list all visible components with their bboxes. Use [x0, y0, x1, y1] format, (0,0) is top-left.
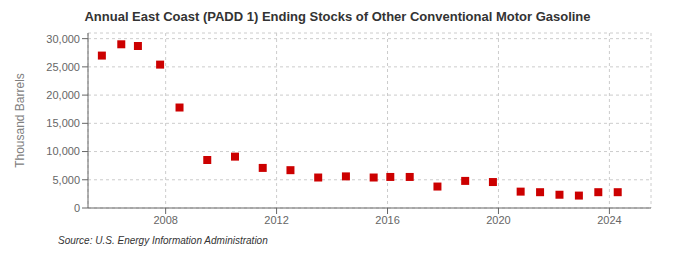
svg-text:Thousand Barrels: Thousand Barrels — [13, 73, 27, 168]
svg-text:10,000: 10,000 — [46, 145, 80, 157]
html-text:Annual East Coast (PADD 1) End: Annual East Coast (PADD 1) Ending Stocks… — [84, 9, 591, 24]
svg-text:2008: 2008 — [153, 214, 177, 226]
svg-text:2024: 2024 — [597, 214, 621, 226]
svg-text:2012: 2012 — [264, 214, 288, 226]
svg-text:30,000: 30,000 — [46, 33, 80, 45]
svg-text:0: 0 — [74, 202, 80, 214]
svg-text:25,000: 25,000 — [46, 61, 80, 73]
svg-text:5,000: 5,000 — [52, 174, 80, 186]
svg-text:15,000: 15,000 — [46, 117, 80, 129]
svg-text:2020: 2020 — [486, 214, 510, 226]
svg-text:20,000: 20,000 — [46, 89, 80, 101]
svg-text:2016: 2016 — [375, 214, 399, 226]
html-text:Source: U.S. Energy Informatio: Source: U.S. Energy Information Administ… — [58, 235, 268, 246]
